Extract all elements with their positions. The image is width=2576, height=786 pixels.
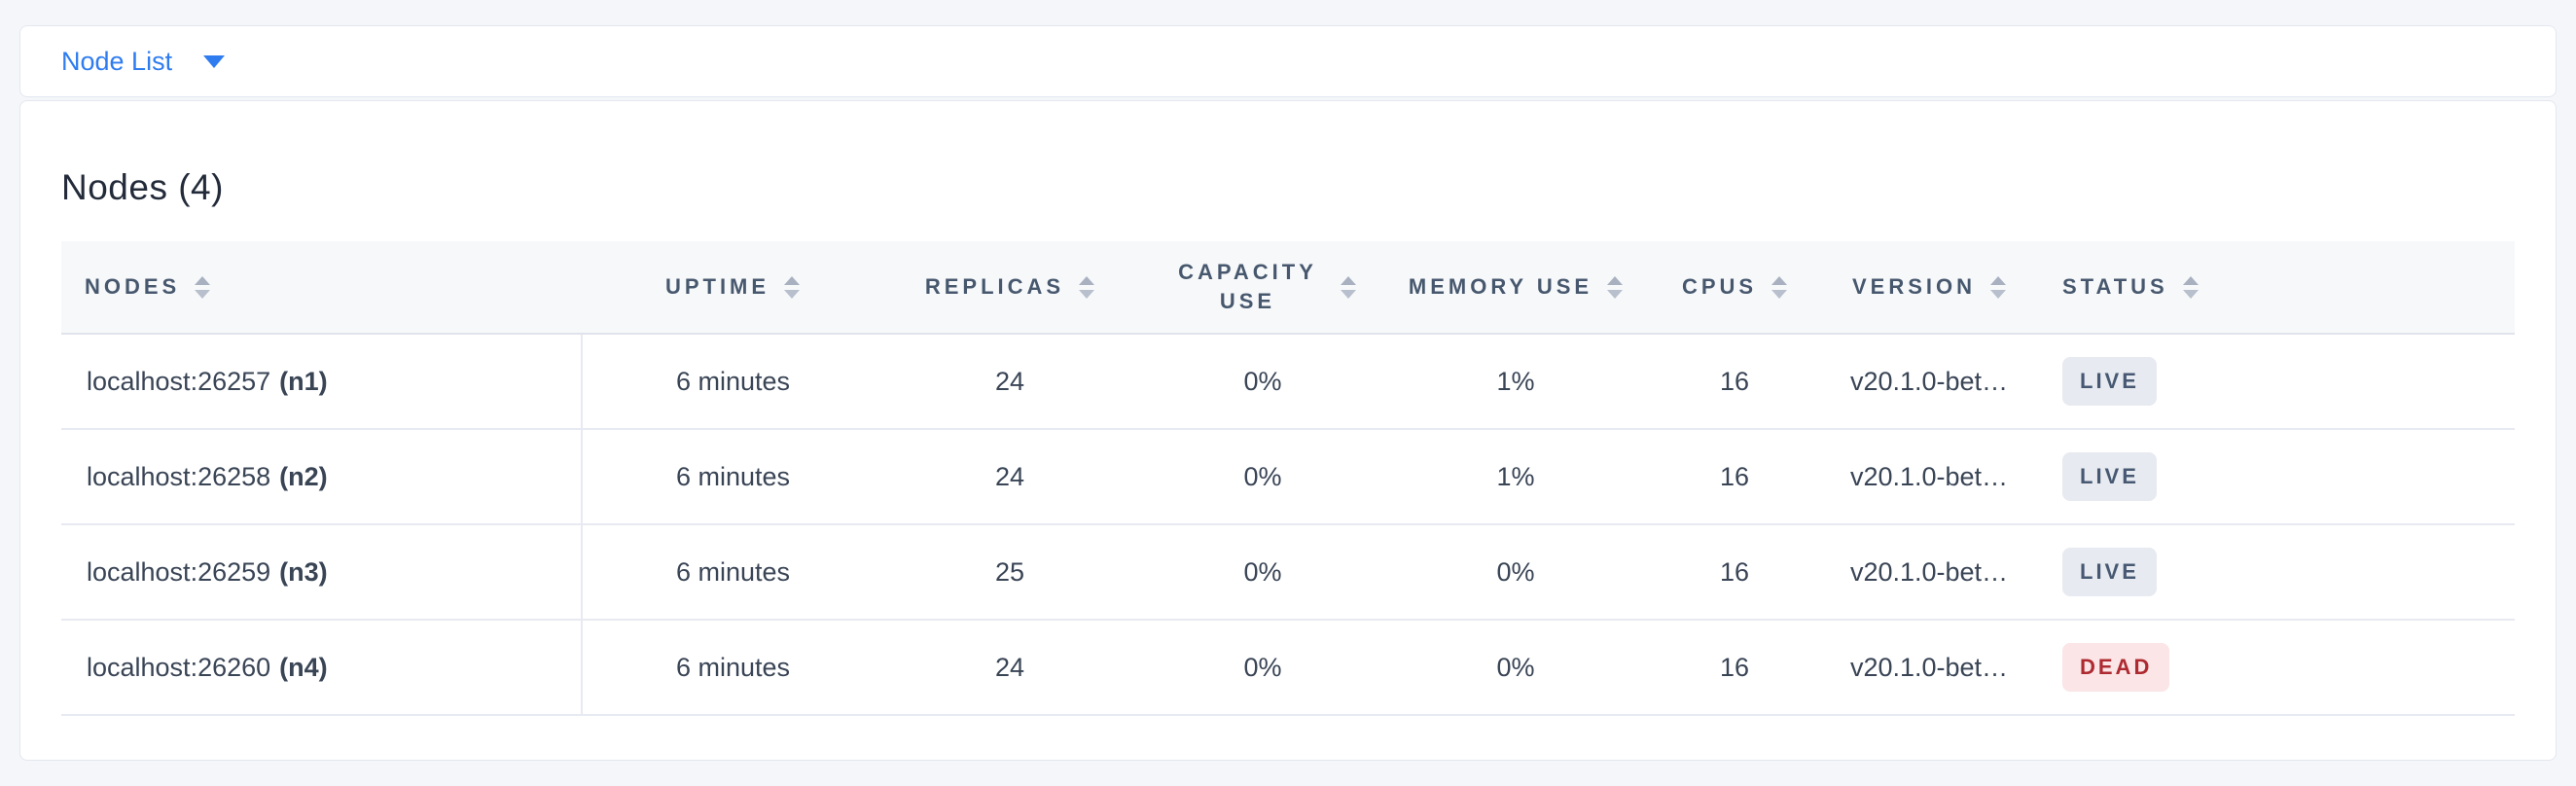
memory-use-cell: 1% [1389,429,1642,525]
replicas-cell: 24 [883,429,1136,525]
node-list-dropdown[interactable]: Node List [19,25,2557,97]
status-badge: LIVE [2062,357,2157,406]
sort-arrows-icon [1771,275,1788,299]
node-address: localhost:26259 [87,556,271,587]
replicas-cell: 24 [883,334,1136,430]
uptime-cell: 6 minutes [582,429,883,525]
column-header-status[interactable]: STATUS [2031,241,2515,335]
column-header-uptime[interactable]: UPTIME [582,241,883,335]
column-header-cpus[interactable]: CPUS [1642,241,1827,335]
node-address: localhost:26260 [87,652,271,682]
node-address: localhost:26258 [87,461,271,491]
cpus-cell: 16 [1642,620,1827,716]
node-address-cell: localhost:26258 (n2) [61,429,583,525]
node-address-cell: localhost:26260 (n4) [61,620,583,716]
version-cell: v20.1.0-bet… [1827,620,2031,716]
capacity-use-cell: 0% [1136,429,1389,525]
node-address-cell: localhost:26259 (n3) [61,524,583,621]
status-cell: LIVE [2031,334,2515,430]
status-cell: DEAD [2031,620,2515,716]
node-id: (n3) [279,556,328,587]
sort-arrows-icon [1340,275,1356,299]
table-header: NODES UPTIME REPLICAS CAPACITY USE MEMOR… [61,241,2515,335]
column-label: UPTIME [664,274,770,300]
status-badge: LIVE [2062,548,2157,596]
column-header-replicas[interactable]: REPLICAS [883,241,1136,335]
cpus-cell: 16 [1642,334,1827,430]
column-label: REPLICAS [924,274,1065,300]
table-row: localhost:26257 (n1) 6 minutes 24 0% 1% 1… [61,334,2515,430]
column-label: STATUS [2062,274,2168,300]
node-address: localhost:26257 [87,366,271,396]
node-id: (n2) [279,461,328,491]
cpus-cell: 16 [1642,429,1827,525]
column-header-version[interactable]: VERSION [1827,241,2031,335]
cpus-cell: 16 [1642,524,1827,621]
page-title: Nodes (4) [61,167,224,207]
node-id: (n4) [279,652,328,682]
version-cell: v20.1.0-bet… [1827,524,2031,621]
status-cell: LIVE [2031,524,2515,621]
column-label: CPUS [1681,274,1758,300]
column-label: CAPACITY USE [1178,260,1317,313]
status-cell: LIVE [2031,429,2515,525]
capacity-use-cell: 0% [1136,524,1389,621]
sort-arrows-icon [1079,275,1095,299]
replicas-cell: 24 [883,620,1136,716]
sort-arrows-icon [195,275,211,299]
node-id: (n1) [279,366,328,396]
table-row: localhost:26260 (n4) 6 minutes 24 0% 0% 1… [61,620,2515,716]
column-header-memory-use[interactable]: MEMORY USE [1389,241,1642,335]
column-header-capacity-use[interactable]: CAPACITY USE [1136,241,1389,335]
sort-arrows-icon [1607,275,1624,299]
nodes-table: NODES UPTIME REPLICAS CAPACITY USE MEMOR… [61,241,2515,716]
page: Node List Nodes (4) NODES UPTIME REPLIC [19,25,2557,761]
version-cell: v20.1.0-bet… [1827,334,2031,430]
status-badge: DEAD [2062,643,2170,692]
caret-down-icon [203,54,226,68]
replicas-cell: 25 [883,524,1136,621]
column-label: MEMORY USE [1408,274,1593,300]
table-row: localhost:26258 (n2) 6 minutes 24 0% 1% 1… [61,429,2515,525]
table-header-row: NODES UPTIME REPLICAS CAPACITY USE MEMOR… [61,241,2515,335]
table-body: localhost:26257 (n1) 6 minutes 24 0% 1% 1… [61,334,2515,716]
nodes-panel: Nodes (4) NODES UPTIME REPLICAS [19,100,2557,761]
column-label: NODES [85,274,181,300]
memory-use-cell: 1% [1389,334,1642,430]
capacity-use-cell: 0% [1136,620,1389,716]
node-address-cell: localhost:26257 (n1) [61,334,583,430]
uptime-cell: 6 minutes [582,620,883,716]
sort-arrows-icon [2182,275,2199,299]
status-badge: LIVE [2062,452,2157,501]
capacity-use-cell: 0% [1136,334,1389,430]
table-row: localhost:26259 (n3) 6 minutes 25 0% 0% 1… [61,524,2515,621]
version-cell: v20.1.0-bet… [1827,429,2031,525]
column-header-nodes[interactable]: NODES [61,241,582,335]
sort-arrows-icon [1990,275,2007,299]
sort-arrows-icon [784,275,801,299]
memory-use-cell: 0% [1389,620,1642,716]
column-label: VERSION [1851,274,1977,300]
uptime-cell: 6 minutes [582,524,883,621]
node-list-dropdown-label: Node List [61,46,173,76]
uptime-cell: 6 minutes [582,334,883,430]
memory-use-cell: 0% [1389,524,1642,621]
